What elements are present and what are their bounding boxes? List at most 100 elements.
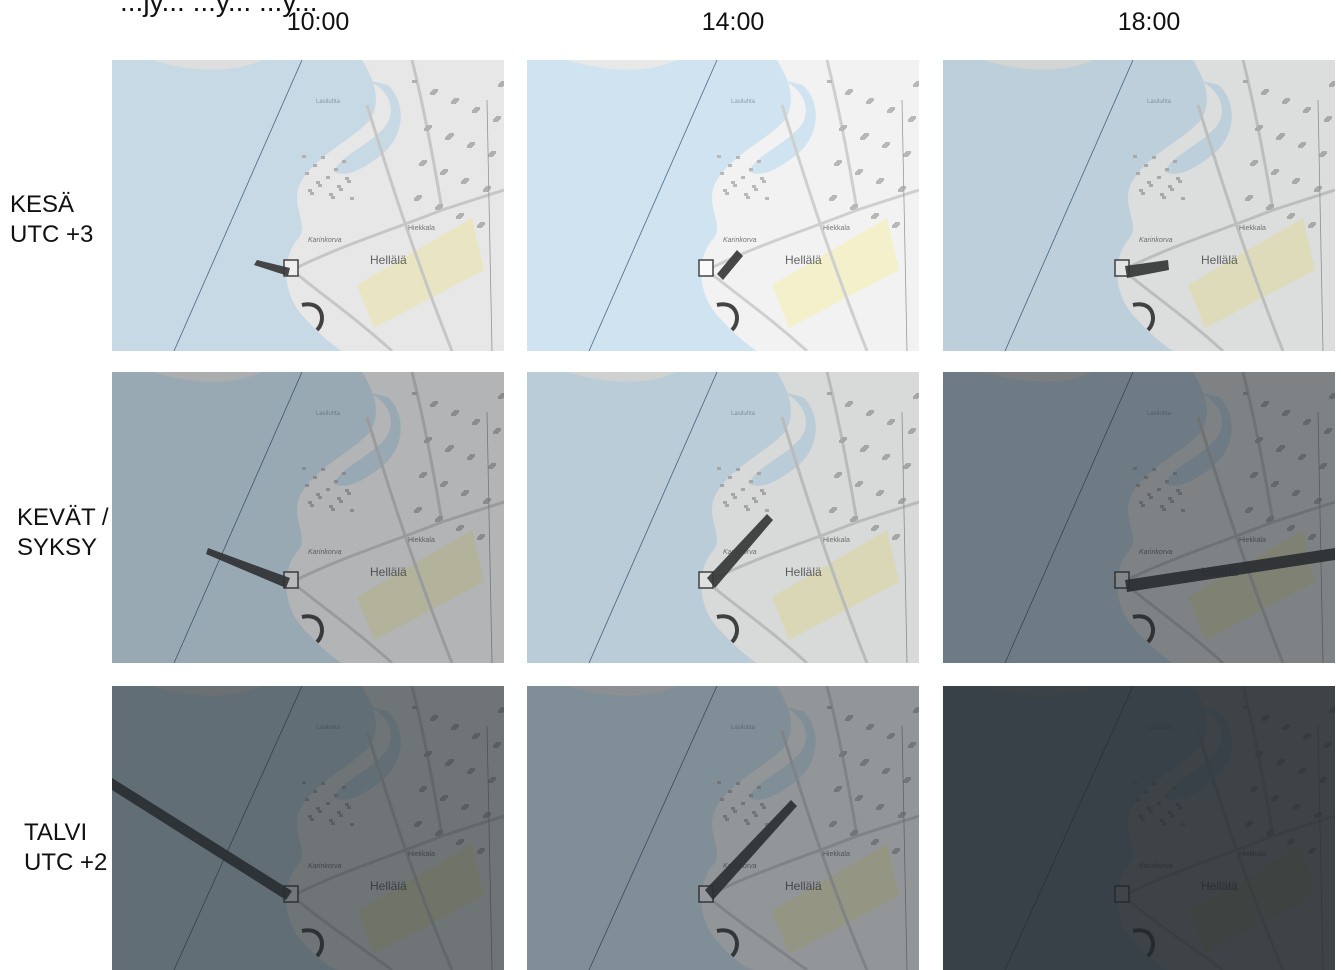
building [754,814,758,817]
building [424,440,429,443]
row-header-summer-line1: KESÄ [10,191,75,218]
building [316,181,320,184]
field-area [1188,218,1315,328]
building [1266,207,1271,210]
building [302,155,306,158]
road [706,580,809,663]
coast-fringe [983,60,1093,70]
grid-line [901,99,908,351]
lagoon-water [1165,80,1232,174]
building [892,851,897,854]
building [898,501,903,504]
lagoon-water [334,80,401,174]
building [483,189,488,192]
building [1144,164,1148,167]
building [440,484,445,487]
building [1271,172,1276,175]
field-area [772,218,899,328]
building [728,476,732,479]
building [1160,193,1164,196]
building [1178,180,1182,183]
building [871,528,876,531]
building [414,198,419,201]
lake-water [112,60,376,351]
building [903,154,908,157]
building [334,480,338,483]
building [908,745,913,748]
building [723,815,727,818]
building [746,822,750,825]
building [765,823,769,826]
building [461,181,466,184]
building [827,80,832,83]
building [1162,196,1166,199]
building [493,119,498,122]
building [876,807,881,810]
row-header-summer: KESÄ UTC +3 [10,190,93,250]
building [717,781,721,784]
building [440,172,445,175]
grid-line [173,372,303,663]
building [866,101,871,104]
daylight-overlay [943,60,1335,351]
building [337,185,341,188]
building [723,189,727,192]
building [1329,84,1334,87]
building [1250,163,1255,166]
grid-line [901,411,908,663]
building [305,172,309,175]
column-header-1800: 18:00 [1117,8,1181,36]
label-hellala: Hellälä [1201,253,1238,267]
building [1298,145,1303,148]
building [876,493,881,496]
column-header-1000: 10:00 [286,8,350,36]
building [754,188,758,191]
building [827,706,832,709]
building [757,160,761,163]
building [725,192,729,195]
coast-fringe [567,686,677,696]
building [871,842,876,845]
building [331,508,335,511]
shadow-cast [705,800,797,900]
building [749,480,753,483]
building [412,80,417,83]
building [898,189,903,192]
building [347,492,351,495]
building [744,819,748,822]
label-lasiluhta: Lasiluhta [316,99,341,105]
building [839,128,844,131]
building [834,789,839,792]
daylight-overlay [112,372,504,663]
lake-water [527,686,791,970]
label-hellala: Hellälä [785,565,822,579]
building [744,505,748,508]
building [451,101,456,104]
building [419,163,424,166]
building [746,196,750,199]
grid-line [1317,99,1324,351]
building [318,184,322,187]
building [855,484,860,487]
grid-line [486,99,493,351]
row-header-spring-autumn: KEVÄT / SYKSY [17,503,109,563]
building [1133,155,1137,158]
building [1170,188,1174,191]
building [334,168,338,171]
row-header-spring-line2: SYKSY [17,534,98,561]
building [1173,160,1177,163]
building [829,198,834,201]
building [467,145,472,148]
road [291,580,394,663]
road [706,814,919,898]
road [1196,104,1285,351]
building [1324,119,1329,122]
building [1152,156,1156,159]
shadow-cast [1125,260,1169,278]
building [744,193,748,196]
